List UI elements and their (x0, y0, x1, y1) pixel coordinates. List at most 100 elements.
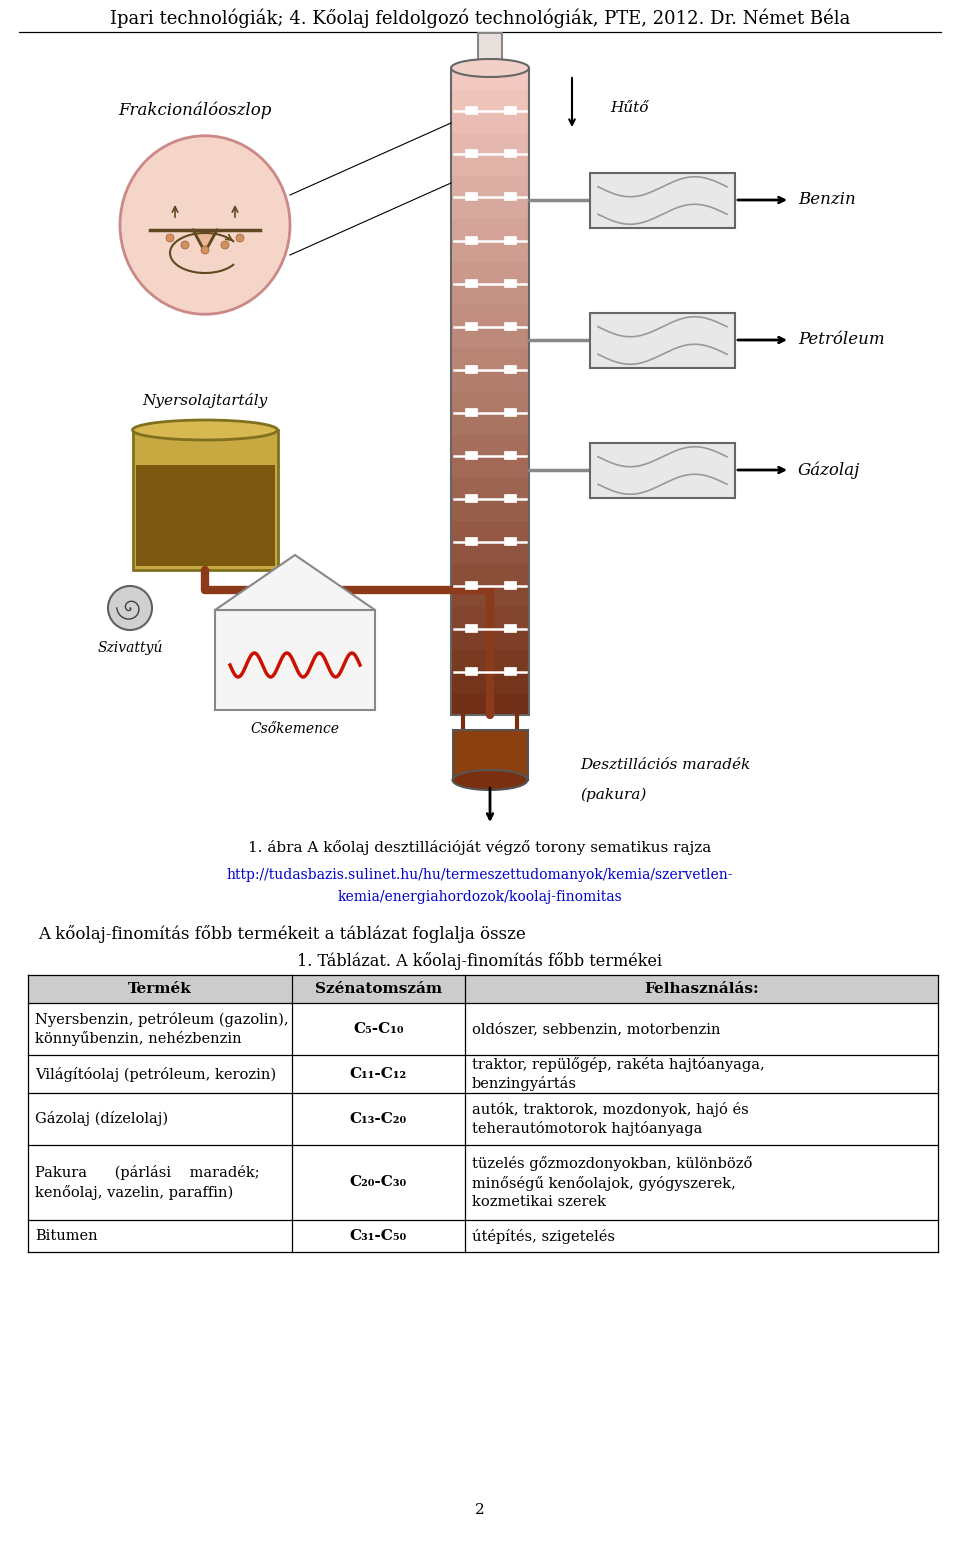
Bar (133, 430, 278, 571)
Bar (451, 133, 529, 154)
Bar (451, 219, 529, 241)
Text: http://tudasbazis.sulinet.hu/hu/termeszettudomanyok/kemia/szervetlen-: http://tudasbazis.sulinet.hu/hu/termesze… (227, 868, 733, 882)
Ellipse shape (452, 769, 527, 790)
Bar (451, 478, 529, 500)
Text: oldószer, sebbenzin, motorbenzin: oldószer, sebbenzin, motorbenzin (471, 1022, 720, 1036)
Bar (590, 443, 735, 498)
Text: Gázolaj: Gázolaj (798, 461, 860, 478)
Text: Nyersolajtartály: Nyersolajtartály (142, 393, 268, 409)
Bar (451, 694, 529, 715)
Circle shape (181, 241, 189, 248)
Text: C₁₁-C₁₂: C₁₁-C₁₂ (349, 1067, 407, 1081)
Bar (465, 538, 476, 546)
Bar (28, 975, 938, 1002)
Bar (451, 154, 529, 176)
Text: C₂₀-C₃₀: C₂₀-C₃₀ (349, 1175, 407, 1189)
Bar (503, 106, 516, 114)
Text: Frakcionálóoszlop: Frakcionálóoszlop (118, 102, 272, 119)
Bar (451, 651, 529, 672)
Text: 1. Táblázat. A kőolaj-finomítás főbb termékei: 1. Táblázat. A kőolaj-finomítás főbb ter… (298, 951, 662, 970)
Text: Hűtő: Hűtő (610, 100, 648, 116)
Text: Gázolaj (dízelolaj): Gázolaj (dízelolaj) (35, 1112, 168, 1127)
Bar (465, 581, 476, 589)
Ellipse shape (132, 419, 277, 439)
Text: kemia/energiahordozok/koolaj-finomitas: kemia/energiahordozok/koolaj-finomitas (338, 890, 622, 904)
Bar (465, 409, 476, 416)
Bar (465, 365, 476, 373)
Bar (503, 322, 516, 330)
Bar (451, 89, 529, 111)
Text: Felhasználás:: Felhasználás: (644, 982, 758, 996)
Bar (503, 623, 516, 632)
Bar (503, 365, 516, 373)
Bar (451, 413, 529, 435)
Bar (590, 173, 735, 228)
Bar (465, 236, 476, 244)
Text: traktor, repülőgép, rakéta hajtóanyaga,
benzingyártás: traktor, repülőgép, rakéta hajtóanyaga, … (471, 1056, 764, 1092)
Bar (503, 538, 516, 546)
Text: útépítés, szigetelés: útépítés, szigetelés (471, 1229, 614, 1243)
Text: Szivattyú: Szivattyú (97, 640, 162, 655)
Circle shape (201, 247, 209, 254)
Bar (451, 521, 529, 543)
Bar (465, 666, 476, 675)
Text: Szénatomszám: Szénatomszám (315, 982, 442, 996)
Bar (503, 409, 516, 416)
Bar (451, 608, 529, 629)
Text: 2: 2 (475, 1503, 485, 1517)
Bar (451, 500, 529, 521)
Text: Petróleum: Petróleum (798, 332, 884, 348)
Circle shape (236, 234, 244, 242)
Bar (451, 327, 529, 348)
Bar (465, 452, 476, 460)
Text: Benzin: Benzin (798, 191, 855, 208)
Bar (451, 370, 529, 392)
Bar (503, 193, 516, 200)
Bar (451, 68, 529, 89)
Bar (503, 150, 516, 157)
Text: Világítóolaj (petróleum, kerozin): Világítóolaj (petróleum, kerozin) (35, 1067, 276, 1081)
Bar (136, 466, 275, 566)
Bar (465, 623, 476, 632)
Text: A kőolaj-finomítás főbb termékeit a táblázat foglalja össze: A kőolaj-finomítás főbb termékeit a tábl… (38, 925, 526, 944)
Bar (451, 68, 529, 715)
Text: (pakura): (pakura) (580, 788, 646, 802)
Text: C₅-C₁₀: C₅-C₁₀ (353, 1022, 403, 1036)
Bar (451, 543, 529, 564)
Bar (451, 305, 529, 327)
Bar (590, 313, 735, 369)
Text: autók, traktorok, mozdonyok, hajó és
teherautómotorok hajtóanyaga: autók, traktorok, mozdonyok, hajó és teh… (471, 1101, 749, 1136)
Bar (215, 611, 375, 709)
Bar (503, 581, 516, 589)
Bar (451, 284, 529, 305)
Bar (503, 495, 516, 503)
Polygon shape (215, 555, 375, 611)
Bar (465, 150, 476, 157)
Bar (451, 241, 529, 262)
Bar (451, 111, 529, 133)
Bar (451, 197, 529, 219)
Bar (451, 456, 529, 478)
Polygon shape (193, 230, 217, 251)
Text: Csőkemence: Csőkemence (251, 722, 340, 736)
Bar (465, 322, 476, 330)
Bar (478, 32, 502, 68)
Text: Bitumen: Bitumen (35, 1229, 98, 1243)
Bar (503, 279, 516, 287)
Bar (451, 392, 529, 413)
Bar (451, 348, 529, 370)
Bar (503, 666, 516, 675)
Bar (451, 672, 529, 694)
Ellipse shape (451, 59, 529, 77)
Text: Termék: Termék (128, 982, 192, 996)
Ellipse shape (120, 136, 290, 315)
Circle shape (108, 586, 152, 631)
Text: Nyersbenzin, petróleum (gazolin),
könnyűbenzin, nehézbenzin: Nyersbenzin, petróleum (gazolin), könnyű… (35, 1012, 289, 1047)
Bar (451, 435, 529, 456)
Bar (451, 586, 529, 608)
Circle shape (166, 234, 174, 242)
Bar (465, 495, 476, 503)
Bar (503, 236, 516, 244)
Text: C₁₃-C₂₀: C₁₃-C₂₀ (349, 1112, 407, 1126)
Bar (453, 729, 528, 780)
